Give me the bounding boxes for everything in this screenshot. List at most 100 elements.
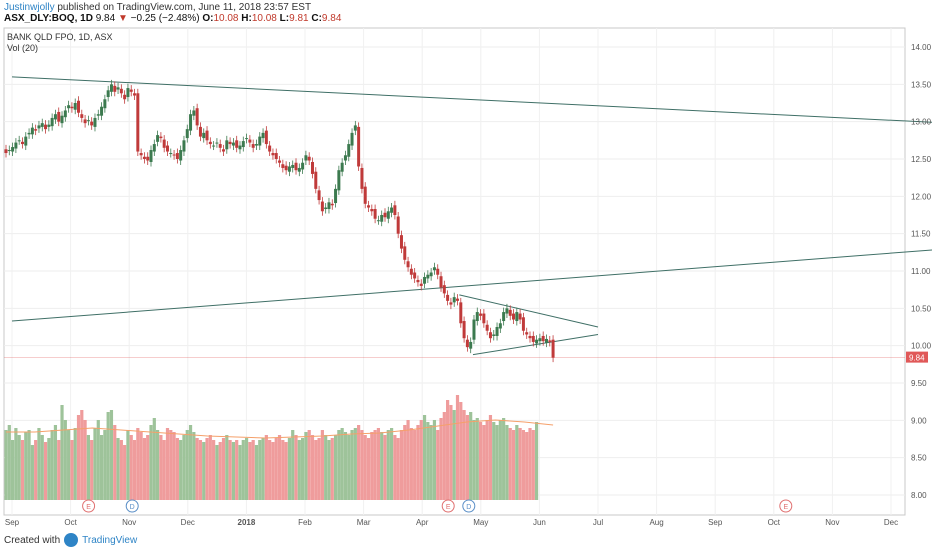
volume-bar xyxy=(383,435,387,500)
volume-bar xyxy=(24,432,28,500)
event-label: D xyxy=(130,504,135,511)
time-tick: May xyxy=(473,518,488,527)
time-tick: Dec xyxy=(884,518,898,527)
volume-bar xyxy=(251,440,255,500)
candle-body xyxy=(218,144,222,148)
time-tick: Sep xyxy=(708,518,723,527)
volume-bar xyxy=(307,430,311,500)
candle-body xyxy=(525,332,529,335)
candle-body xyxy=(212,145,216,147)
tradingview-link[interactable]: TradingView xyxy=(82,534,138,546)
candle-body xyxy=(162,139,166,148)
candle-body xyxy=(119,88,123,94)
volume-bar xyxy=(202,442,206,500)
candle-body xyxy=(179,150,183,161)
candle-body xyxy=(165,145,169,152)
volume-bar xyxy=(301,438,305,500)
volume-bar xyxy=(103,430,107,500)
volume-bar xyxy=(90,440,94,500)
volume-bar xyxy=(317,438,321,500)
volume-bar xyxy=(327,440,331,500)
low-label: L: xyxy=(279,13,290,24)
volume-bar xyxy=(347,435,351,500)
volume-bar xyxy=(14,428,18,500)
trend-line xyxy=(472,333,599,356)
volume-bar xyxy=(465,415,469,500)
event-label: D xyxy=(466,504,471,511)
volume-bar xyxy=(462,410,466,500)
volume-bar xyxy=(132,440,137,500)
candle-body xyxy=(314,171,318,189)
volume-bar xyxy=(446,400,450,500)
volume-bar xyxy=(287,438,292,500)
candle-body xyxy=(156,135,160,142)
candle-body xyxy=(77,100,81,113)
candle-body xyxy=(518,313,522,320)
volume-bar xyxy=(472,420,476,500)
volume-bar xyxy=(268,440,272,500)
candle-body xyxy=(228,141,232,145)
volume-bar xyxy=(498,420,502,500)
candle-body xyxy=(133,93,137,96)
candle-body xyxy=(502,312,506,322)
volume-bar xyxy=(340,428,344,500)
candle-body xyxy=(254,144,258,146)
volume-bar xyxy=(83,420,87,500)
footer: Created with TradingView xyxy=(4,533,137,547)
candle-body xyxy=(287,166,291,172)
volume-bar xyxy=(195,438,199,500)
candle-body xyxy=(291,164,295,168)
volume-bar xyxy=(502,418,506,500)
volume-bar xyxy=(492,422,496,500)
volume-bar xyxy=(165,428,170,500)
candle-body xyxy=(301,162,305,170)
candle-body xyxy=(334,188,338,204)
volume-bar xyxy=(343,432,348,500)
volume-bar xyxy=(310,435,315,500)
close-value: 9.84 xyxy=(321,13,342,24)
candle-body xyxy=(231,142,235,146)
candle-body xyxy=(116,87,120,90)
candle-body xyxy=(515,312,519,322)
candle-body xyxy=(245,138,249,140)
volume-bar xyxy=(27,430,31,500)
candle-body xyxy=(363,186,367,204)
candle-body xyxy=(432,267,436,271)
last-price: 9.84 xyxy=(95,13,116,24)
candle-body xyxy=(429,272,433,277)
candle-body xyxy=(498,323,502,329)
candle-body xyxy=(409,268,413,275)
candle-body xyxy=(508,309,512,316)
author-link[interactable]: Justinwjolly xyxy=(4,2,55,13)
volume-bar xyxy=(119,440,123,500)
candle-body xyxy=(396,216,400,234)
candle-body xyxy=(208,141,212,145)
candle-body xyxy=(376,220,380,222)
volume-bar xyxy=(429,425,433,500)
volume-bar xyxy=(228,440,232,500)
volume-bar xyxy=(86,435,90,500)
time-tick: Nov xyxy=(122,518,136,527)
volume-bar xyxy=(192,432,196,500)
volume-bar xyxy=(208,435,212,500)
candle-body xyxy=(488,332,492,339)
candle-body xyxy=(129,89,133,92)
candle-body xyxy=(248,139,252,143)
price-tick: 12.50 xyxy=(911,155,932,164)
earnings-marker xyxy=(779,499,793,513)
candle-body xyxy=(479,313,483,316)
candle-body xyxy=(390,207,394,213)
volume-bar xyxy=(416,425,420,500)
candle-body xyxy=(70,106,74,109)
volume-bar xyxy=(139,432,143,500)
volume-bar xyxy=(261,438,265,500)
volume-bar xyxy=(198,440,203,500)
candle-body xyxy=(264,130,268,145)
candle-body xyxy=(241,141,245,148)
volume-bar xyxy=(93,428,97,500)
candle-body xyxy=(44,124,48,130)
symbol-label: ASX_DLY:BOQ, 1D xyxy=(4,13,93,24)
candle-body xyxy=(413,272,417,279)
volume-bar xyxy=(179,440,183,500)
